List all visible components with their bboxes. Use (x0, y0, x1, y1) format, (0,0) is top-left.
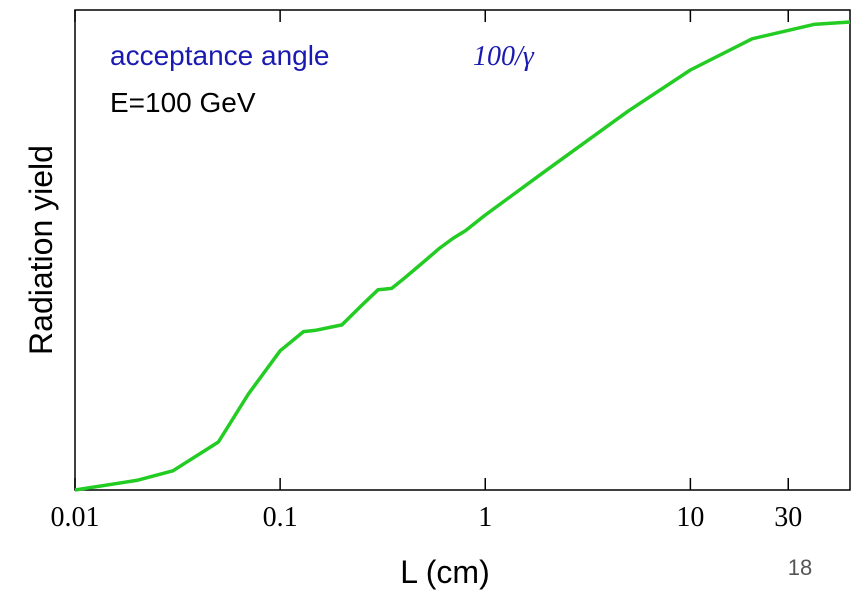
x-tick-label: 10 (676, 502, 704, 533)
annotation: E=100 GeV (110, 87, 256, 118)
line (74, 20, 851, 492)
x-tick-label: 0.1 (263, 502, 298, 533)
annotation: 100/γ (473, 41, 535, 72)
x-tick-label: 30 (774, 502, 802, 533)
annotation: acceptance angle (110, 40, 330, 71)
x-tick-label: 0.01 (51, 502, 100, 533)
x-axis-label: L (cm) (400, 554, 489, 590)
plot-frame (74, 9, 851, 491)
x-tick-label: 1 (478, 502, 492, 533)
page-number: 18 (788, 555, 812, 580)
y-axis-label: Radiation yield (23, 145, 59, 355)
